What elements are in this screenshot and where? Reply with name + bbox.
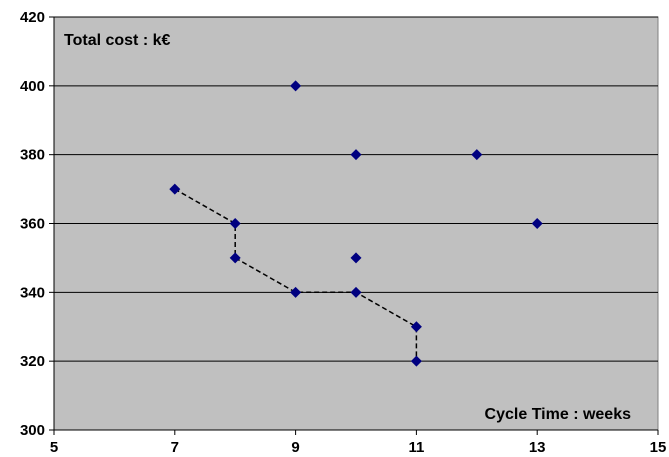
- data-point: [350, 286, 362, 298]
- gridlines: [54, 16, 658, 362]
- data-point: [410, 321, 422, 333]
- x-axis-ticks: 5 7 9 11 13 15: [50, 430, 667, 456]
- x-tick-label: 7: [171, 439, 179, 456]
- y-axis-title: Total cost : k€: [64, 32, 170, 49]
- data-point: [229, 218, 241, 229]
- y-tick-label: 380: [20, 147, 45, 164]
- y-tick-label: 360: [20, 216, 45, 233]
- data-point: [350, 252, 362, 264]
- y-tick-label: 420: [20, 9, 45, 26]
- x-tick-label: 15: [650, 439, 667, 456]
- y-tick-label: 300: [20, 422, 45, 439]
- data-point: [471, 149, 483, 161]
- data-point: [290, 286, 302, 298]
- data-point: [350, 149, 362, 161]
- data-point: [410, 355, 422, 367]
- y-tick-label: 400: [20, 78, 45, 95]
- y-axis-ticks: 300 320 340 360 380 400 420: [20, 9, 54, 439]
- data-point: [531, 218, 543, 229]
- y-tick-label: 320: [20, 353, 45, 370]
- x-tick-label: 9: [291, 439, 299, 456]
- x-tick-label: 5: [50, 439, 58, 456]
- x-tick-label: 11: [408, 439, 424, 456]
- data-point: [169, 183, 181, 195]
- x-tick-label: 13: [529, 439, 546, 456]
- x-axis-title: Cycle Time : weeks: [485, 406, 632, 423]
- y-tick-label: 340: [20, 284, 45, 301]
- data-point: [290, 80, 302, 92]
- data-point: [229, 252, 241, 264]
- data-points: [169, 80, 543, 367]
